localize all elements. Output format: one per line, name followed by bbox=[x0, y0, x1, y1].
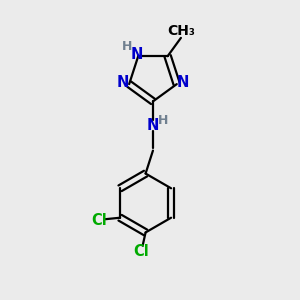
Text: H: H bbox=[158, 114, 168, 127]
Text: N: N bbox=[147, 118, 159, 133]
Text: N: N bbox=[177, 75, 189, 90]
Text: N: N bbox=[130, 47, 143, 62]
Text: Cl: Cl bbox=[92, 213, 107, 228]
Text: CH₃: CH₃ bbox=[168, 24, 195, 38]
Text: H: H bbox=[122, 40, 132, 53]
Text: N: N bbox=[116, 75, 129, 90]
Text: Cl: Cl bbox=[133, 244, 149, 259]
